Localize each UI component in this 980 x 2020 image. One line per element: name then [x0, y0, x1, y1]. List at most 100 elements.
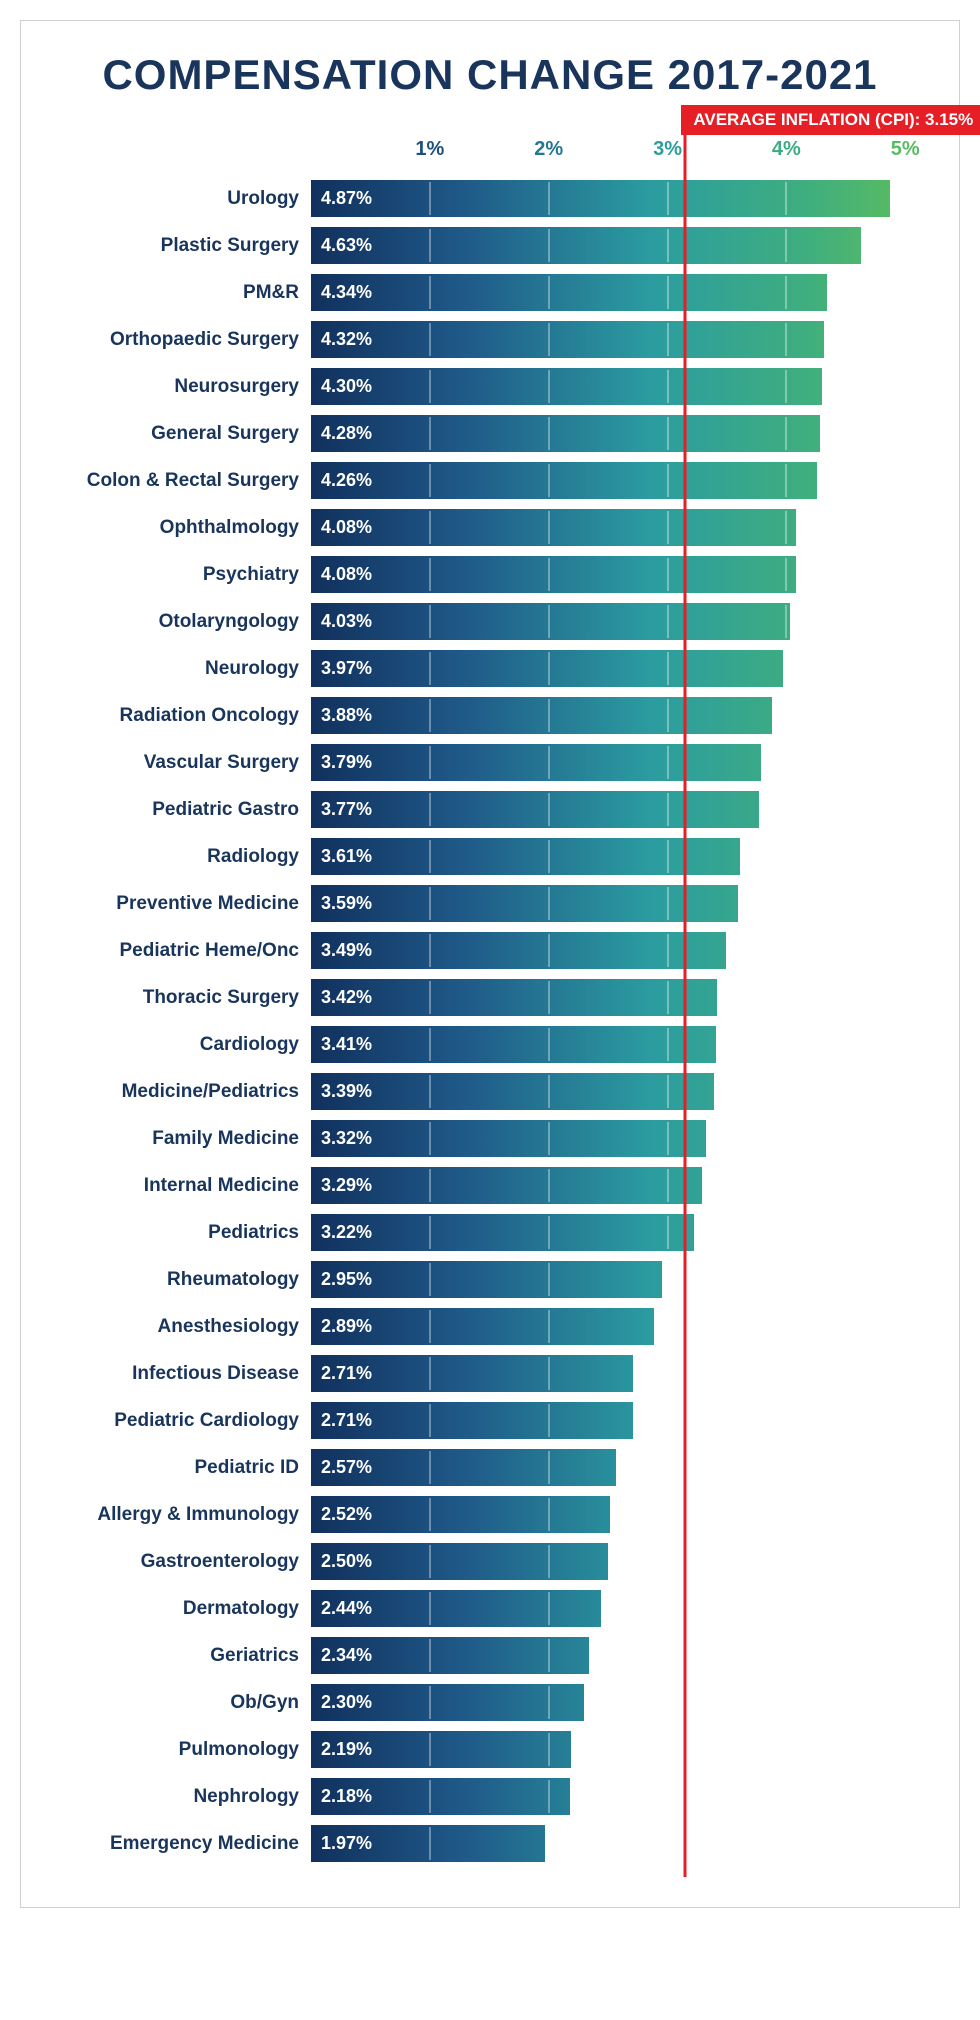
bar-gridline: [785, 370, 787, 403]
bar-gridline: [429, 840, 431, 873]
bar-row: Emergency Medicine1.97%: [51, 1820, 929, 1867]
bar-value: 2.57%: [311, 1457, 372, 1478]
bar-gridline: [429, 417, 431, 450]
bar-gridline: [429, 793, 431, 826]
bar-gridline: [429, 1310, 431, 1343]
bar: 2.50%: [311, 1543, 608, 1580]
bar-gridline: [429, 699, 431, 732]
bar: 3.49%: [311, 932, 726, 969]
bar: 2.30%: [311, 1684, 584, 1721]
bar-gridline: [548, 1686, 550, 1719]
bar: 3.77%: [311, 791, 759, 828]
bar-label: Family Medicine: [51, 1128, 311, 1150]
bar-track: 2.52%: [311, 1496, 929, 1533]
bar-value: 4.63%: [311, 235, 372, 256]
bar: 4.28%: [311, 415, 820, 452]
bar-track: 2.44%: [311, 1590, 929, 1627]
bar-label: Psychiatry: [51, 564, 311, 586]
bar-track: 4.08%: [311, 509, 929, 546]
bar-gridline: [785, 558, 787, 591]
bar-value: 2.18%: [311, 1786, 372, 1807]
bar-gridline: [429, 1686, 431, 1719]
bar-label: Pediatric Gastro: [51, 799, 311, 821]
bar-label: Geriatrics: [51, 1645, 311, 1667]
bar-gridline: [429, 887, 431, 920]
bar-row: Pediatric Cardiology2.71%: [51, 1397, 929, 1444]
bar-label: Thoracic Surgery: [51, 987, 311, 1009]
bar-row: Pediatric Heme/Onc3.49%: [51, 927, 929, 974]
bar-gridline: [667, 182, 669, 215]
bar-value: 3.29%: [311, 1175, 372, 1196]
bar-row: Dermatology2.44%: [51, 1585, 929, 1632]
bar-row: Anesthesiology2.89%: [51, 1303, 929, 1350]
bar-row: Ophthalmology4.08%: [51, 504, 929, 551]
bar-value: 3.59%: [311, 893, 372, 914]
bar-row: PM&R4.34%: [51, 269, 929, 316]
bar-label: Rheumatology: [51, 1269, 311, 1291]
bar-gridline: [667, 229, 669, 262]
bar-gridline: [548, 840, 550, 873]
bar-gridline: [548, 652, 550, 685]
bar-gridline: [548, 182, 550, 215]
bar-track: 3.41%: [311, 1026, 929, 1063]
bar-track: 4.28%: [311, 415, 929, 452]
bar: 3.29%: [311, 1167, 702, 1204]
bar-row: Radiation Oncology3.88%: [51, 692, 929, 739]
bar-gridline: [667, 1122, 669, 1155]
bar: 3.22%: [311, 1214, 694, 1251]
bar-track: 4.32%: [311, 321, 929, 358]
bar-gridline: [548, 1216, 550, 1249]
axis-tick: 4%: [772, 138, 801, 161]
bar-gridline: [667, 417, 669, 450]
bar-value: 4.30%: [311, 376, 372, 397]
bar-gridline: [785, 605, 787, 638]
bar-track: 3.59%: [311, 885, 929, 922]
bar-track: 4.87%: [311, 180, 929, 217]
bar-track: 2.71%: [311, 1355, 929, 1392]
bar-label: Ophthalmology: [51, 517, 311, 539]
bar-gridline: [667, 1216, 669, 1249]
bar-row: Pediatric ID2.57%: [51, 1444, 929, 1491]
bar-value: 3.97%: [311, 658, 372, 679]
bar-label: Pediatrics: [51, 1222, 311, 1244]
bar-gridline: [429, 558, 431, 591]
bar-gridline: [548, 1639, 550, 1672]
bar-row: Vascular Surgery3.79%: [51, 739, 929, 786]
bar-gridline: [548, 605, 550, 638]
bar-gridline: [785, 229, 787, 262]
bar-label: Radiology: [51, 846, 311, 868]
bar-value: 3.77%: [311, 799, 372, 820]
bar-gridline: [429, 1733, 431, 1766]
bar-track: 2.34%: [311, 1637, 929, 1674]
bar-gridline: [429, 981, 431, 1014]
bar-label: Infectious Disease: [51, 1363, 311, 1385]
bar-value: 4.28%: [311, 423, 372, 444]
bar-gridline: [429, 1827, 431, 1860]
bar-value: 4.87%: [311, 188, 372, 209]
bar-value: 2.19%: [311, 1739, 372, 1760]
chart-container: COMPENSATION CHANGE 2017-2021 1%2%3%4%5%…: [20, 20, 960, 1908]
bar-gridline: [429, 511, 431, 544]
bar-track: 3.77%: [311, 791, 929, 828]
bar-label: Preventive Medicine: [51, 893, 311, 915]
bar-label: Urology: [51, 188, 311, 210]
bar-row: Radiology3.61%: [51, 833, 929, 880]
bar-gridline: [548, 793, 550, 826]
bar-track: 4.34%: [311, 274, 929, 311]
bar-row: Pediatric Gastro3.77%: [51, 786, 929, 833]
bar-gridline: [548, 229, 550, 262]
bar-track: 3.32%: [311, 1120, 929, 1157]
bar-label: Pediatric Heme/Onc: [51, 940, 311, 962]
bar: 4.08%: [311, 509, 796, 546]
bar-gridline: [429, 1639, 431, 1672]
bar-gridline: [667, 464, 669, 497]
bar-gridline: [548, 1169, 550, 1202]
bar-track: 3.97%: [311, 650, 929, 687]
bar: 3.39%: [311, 1073, 714, 1110]
bar-value: 2.89%: [311, 1316, 372, 1337]
bar-gridline: [548, 1263, 550, 1296]
bar-row: Neurology3.97%: [51, 645, 929, 692]
bar-gridline: [429, 1498, 431, 1531]
bar-row: Thoracic Surgery3.42%: [51, 974, 929, 1021]
bar: 4.63%: [311, 227, 861, 264]
